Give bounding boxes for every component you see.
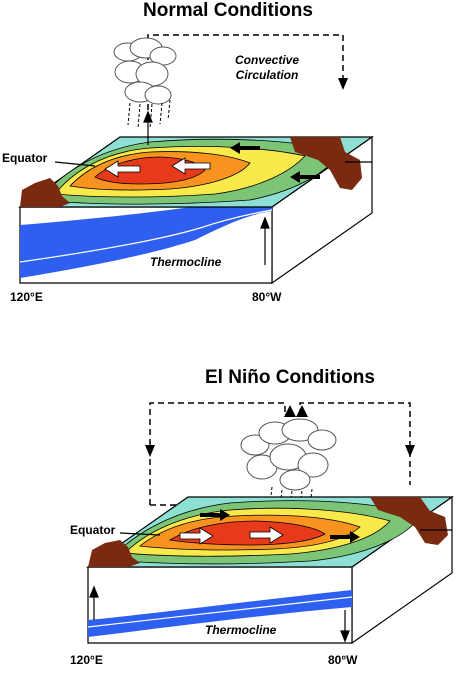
west-downdraft-arrow	[145, 445, 155, 457]
thermocline-line	[87, 596, 353, 628]
el-nino-diagram	[86, 402, 454, 645]
equator-pointer-west	[119, 532, 161, 536]
west-longitude-label: 120°E	[10, 290, 43, 304]
thermocline-label: Thermocline	[205, 623, 277, 637]
east-longitude-label: 80°W	[328, 653, 358, 667]
el-nino-deep-water	[88, 590, 352, 637]
center-updraft-arrow-1	[284, 405, 296, 417]
surface-wind-arrows	[179, 526, 284, 545]
normal-title: Normal Conditions	[143, 0, 313, 21]
east-land	[370, 497, 448, 545]
center-updraft-arrow-2	[296, 405, 308, 417]
el-nino-title: El Niño Conditions	[205, 367, 375, 388]
downdraft-arrow	[338, 78, 348, 90]
normal-deep-water	[20, 197, 272, 278]
circulation-label: Convective Circulation	[234, 53, 300, 82]
thermocline-line	[19, 209, 273, 263]
trade-wind-arrows	[104, 157, 211, 178]
normal-conditions-panel: Normal Conditions Convective Circulation…	[0, 0, 469, 330]
equator-label: Equator	[2, 151, 48, 165]
east-downdraft-arrow	[405, 445, 415, 457]
west-land	[20, 178, 70, 207]
surface-flow-arrows	[200, 509, 360, 543]
east-land	[290, 137, 362, 190]
vertical-flow-arrows	[89, 585, 350, 643]
surface-flow-arrows	[230, 142, 320, 183]
equator-label: Equator	[70, 523, 116, 537]
east-longitude-label: 80°W	[252, 290, 282, 304]
west-longitude-label: 120°E	[70, 653, 103, 667]
rain-streaks	[127, 99, 171, 129]
thermocline-label: Thermocline	[150, 255, 222, 269]
storm-cloud	[113, 37, 177, 105]
el-nino-conditions-panel: El Niño Conditions Equator Thermocline 1…	[0, 345, 469, 675]
upwelling-arrows	[143, 110, 270, 265]
storm-cloud	[240, 418, 337, 491]
normal-diagram	[18, 34, 374, 285]
equator-pointer-west	[54, 161, 96, 167]
west-land	[88, 540, 140, 567]
